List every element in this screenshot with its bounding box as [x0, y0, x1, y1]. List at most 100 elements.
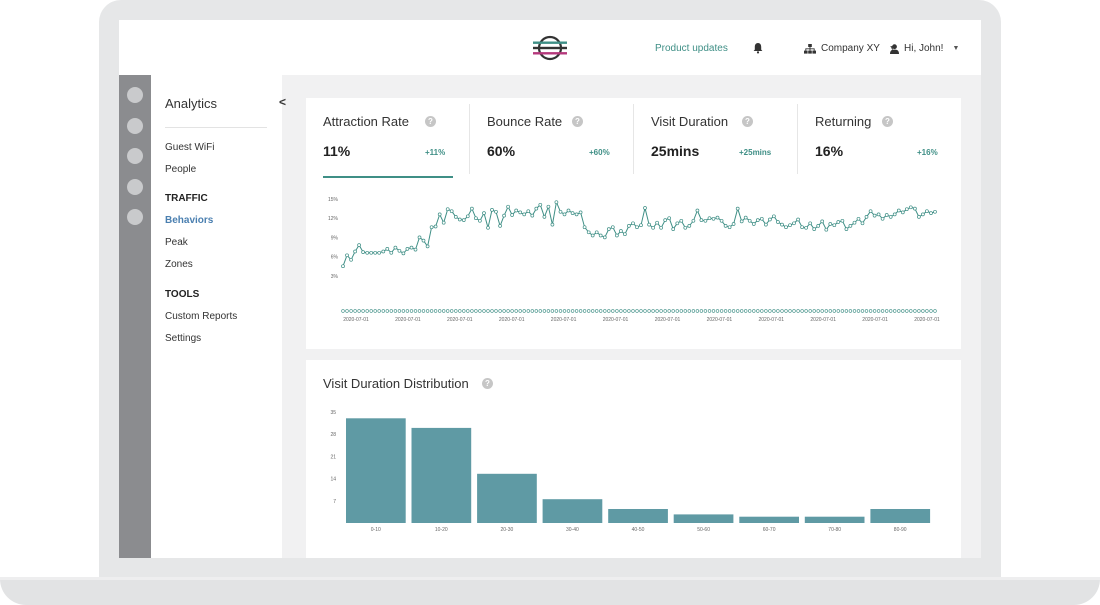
data-point	[341, 264, 345, 269]
data-point	[792, 221, 796, 226]
x-axis-marker	[719, 309, 724, 313]
x-axis-marker	[502, 309, 506, 313]
sidenav-item-behaviors[interactable]: Behaviors	[165, 215, 214, 226]
data-point	[796, 217, 800, 222]
x-axis-marker	[599, 309, 603, 313]
data-point	[735, 206, 740, 211]
side-navigation: Analytics < Guest WiFi People TRAFFIC Be…	[151, 75, 286, 558]
divider	[165, 127, 267, 128]
x-axis-marker	[740, 309, 744, 313]
rail-nav-icon[interactable]	[127, 118, 143, 134]
data-point	[349, 257, 353, 262]
x-tick-label: 2020-07-01	[395, 317, 421, 323]
sidenav-item-settings[interactable]: Settings	[165, 333, 202, 344]
help-icon[interactable]: ?	[882, 116, 893, 127]
data-point	[900, 210, 905, 215]
user-menu[interactable]: Hi, John! ▼	[890, 43, 959, 54]
metric-value: 11%	[323, 143, 351, 159]
data-point	[663, 218, 668, 222]
x-axis-marker	[917, 309, 921, 313]
x-axis-marker	[848, 309, 853, 313]
x-axis-marker	[349, 309, 353, 313]
data-point	[566, 208, 571, 213]
x-axis-marker	[373, 309, 377, 313]
help-icon[interactable]: ?	[742, 116, 753, 127]
metric-tab-attraction-rate[interactable]: Attraction Rate ? 11% +11%	[306, 98, 469, 178]
x-axis-marker	[909, 309, 913, 313]
data-point	[880, 216, 885, 221]
data-point	[421, 238, 426, 243]
metric-label: Bounce Rate	[487, 114, 563, 129]
x-axis-marker	[353, 309, 357, 313]
x-axis-marker	[514, 309, 518, 313]
data-point	[884, 213, 889, 217]
data-point	[921, 212, 925, 217]
x-axis-marker	[619, 309, 623, 313]
product-updates-link[interactable]: Product updates	[655, 43, 728, 54]
x-axis-marker	[433, 309, 438, 313]
sitemap-icon	[804, 43, 816, 54]
metric-tab-bounce-rate[interactable]: Bounce Rate ? 60% +60%	[470, 98, 633, 178]
x-axis-marker	[458, 309, 462, 313]
data-point	[679, 218, 684, 223]
sidenav-item-guest-wifi[interactable]: Guest WiFi	[165, 142, 215, 153]
rail-nav-icon[interactable]	[127, 179, 143, 195]
x-axis-marker	[482, 309, 486, 313]
x-tick-label: 2020-07-01	[759, 317, 785, 323]
data-point	[486, 225, 490, 230]
x-axis-marker	[377, 309, 381, 313]
sidenav-item-peak[interactable]: Peak	[165, 237, 188, 248]
data-point	[856, 216, 861, 221]
data-point	[445, 207, 450, 212]
metric-value: 25mins	[651, 143, 700, 159]
data-point	[610, 225, 615, 230]
metric-tab-returning[interactable]: Returning ? 16% +16%	[798, 98, 961, 178]
data-point	[361, 250, 365, 254]
x-axis-marker	[417, 309, 422, 313]
x-axis-marker	[361, 309, 365, 313]
help-icon[interactable]: ?	[572, 116, 583, 127]
sidenav-item-people[interactable]: People	[165, 164, 197, 175]
distribution-title: Visit Duration Distribution	[323, 376, 469, 391]
data-point	[917, 215, 921, 219]
data-point	[369, 250, 374, 255]
x-axis-marker	[462, 309, 466, 313]
data-point	[707, 216, 712, 221]
x-axis-marker	[748, 309, 752, 313]
data-point	[929, 211, 933, 215]
bell-icon[interactable]	[753, 42, 763, 54]
sidenav-item-zones[interactable]: Zones	[165, 259, 193, 270]
collapse-sidebar-button[interactable]: <	[279, 95, 287, 109]
x-axis-marker	[756, 309, 760, 313]
x-axis-marker	[490, 309, 494, 313]
rail-nav-icon[interactable]	[127, 148, 143, 164]
data-point	[522, 212, 527, 217]
x-axis-marker	[450, 309, 454, 313]
x-tick-label: 2020-07-01	[707, 317, 733, 323]
x-axis-marker	[389, 309, 394, 313]
brand-logo[interactable]	[531, 33, 569, 63]
bar	[804, 516, 865, 523]
x-axis-marker	[401, 309, 406, 313]
x-axis-marker	[824, 309, 828, 313]
help-icon[interactable]: ?	[482, 378, 493, 389]
x-axis-marker	[736, 309, 740, 313]
metric-tab-visit-duration[interactable]: Visit Duration ? 25mins +25mins	[634, 98, 797, 178]
data-point	[578, 210, 583, 215]
rail-nav-icon[interactable]	[127, 209, 143, 225]
company-selector[interactable]: Company XY ▼	[804, 43, 896, 54]
x-axis-marker	[715, 309, 720, 313]
sidenav-item-custom-reports[interactable]: Custom Reports	[165, 311, 238, 322]
x-axis-marker	[925, 309, 929, 313]
help-icon[interactable]: ?	[425, 116, 436, 127]
data-point	[598, 233, 603, 238]
bar	[739, 516, 799, 523]
top-header: Product updates Company XY ▼ Hi, John! ▼	[119, 20, 981, 75]
rail-nav-icon[interactable]	[127, 87, 143, 103]
x-axis-marker	[784, 309, 788, 313]
bar	[411, 427, 472, 523]
x-axis-marker	[764, 309, 768, 313]
x-axis-marker	[888, 309, 893, 313]
data-point	[574, 212, 579, 217]
x-axis-marker	[518, 309, 522, 313]
